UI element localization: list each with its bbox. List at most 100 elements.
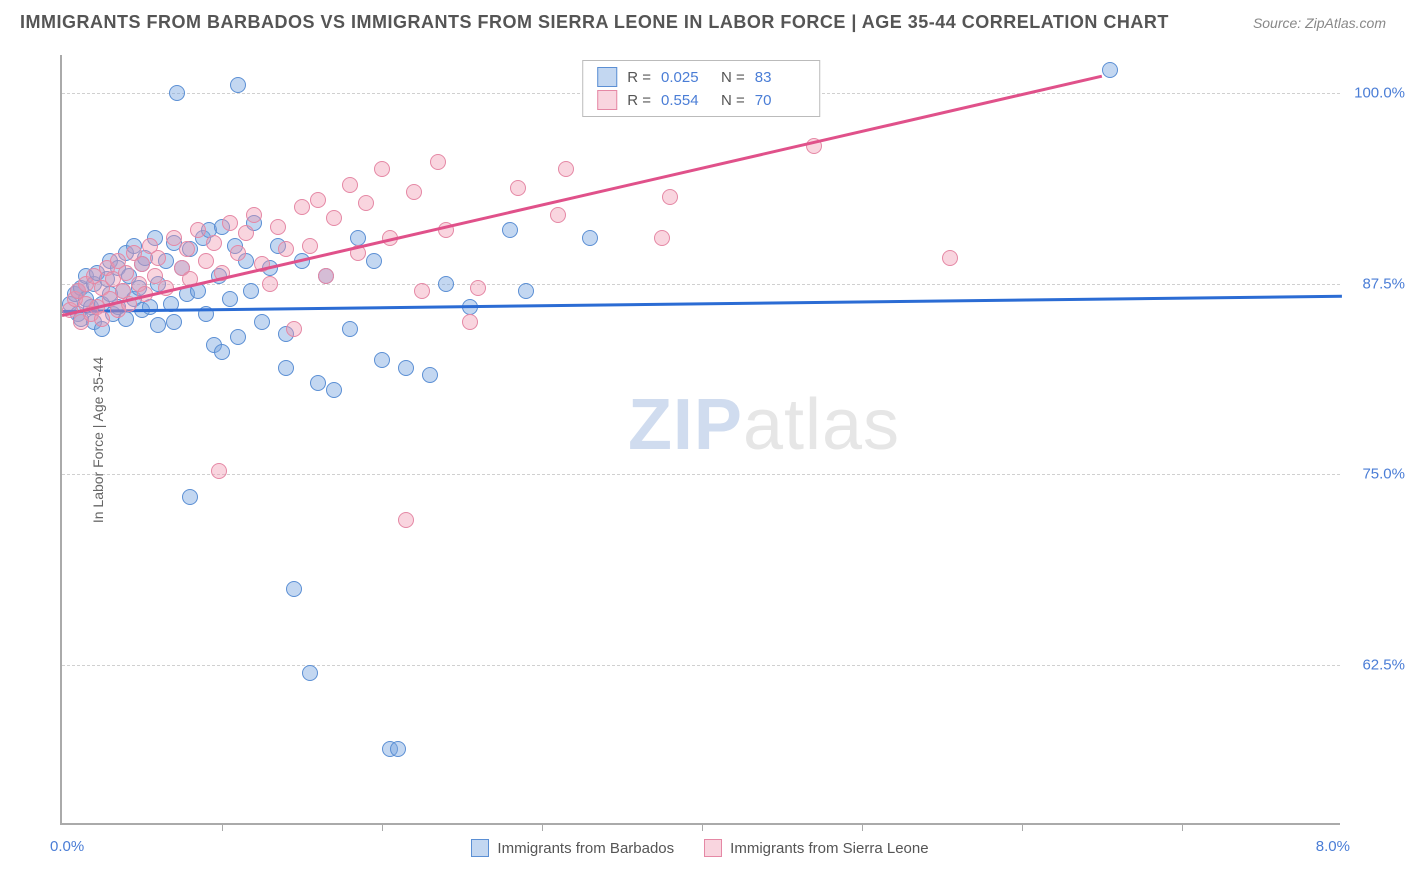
scatter-point [230,245,246,261]
legend-stat-row: R = 0.025 N = 83 [597,67,805,87]
scatter-point [150,317,166,333]
scatter-point [326,210,342,226]
scatter-point [294,199,310,215]
scatter-point [222,215,238,231]
scatter-point [462,314,478,330]
scatter-point [374,161,390,177]
x-tick [702,823,703,831]
x-tick [1182,823,1183,831]
scatter-point [262,276,278,292]
legend-series-name: Immigrants from Sierra Leone [730,840,928,857]
scatter-point [286,581,302,597]
scatter-point [1102,62,1118,78]
scatter-point [94,311,110,327]
scatter-point [169,85,185,101]
scatter-point [246,207,262,223]
r-value: 0.554 [661,92,711,109]
scatter-point [230,329,246,345]
scatter-point [230,77,246,93]
scatter-point [406,184,422,200]
n-value: 70 [755,92,805,109]
n-label: N = [721,92,745,109]
plot-area: R =0.025N =83R =0.554N =70 62.5%75.0%87.… [60,55,1340,825]
scatter-point [374,352,390,368]
r-value: 0.025 [661,69,711,86]
scatter-point [470,280,486,296]
scatter-point [342,321,358,337]
scatter-point [190,222,206,238]
scatter-point [206,235,222,251]
scatter-point [318,268,334,284]
scatter-point [358,195,374,211]
x-tick [542,823,543,831]
legend-series: Immigrants from Barbados Immigrants from … [60,839,1340,857]
y-tick-label: 100.0% [1345,85,1405,102]
scatter-point [278,241,294,257]
legend-swatch [471,839,489,857]
y-tick-label: 62.5% [1345,656,1405,673]
scatter-point [166,314,182,330]
scatter-point [550,207,566,223]
scatter-point [211,463,227,479]
chart-container: ZIPatlas R =0.025N =83R =0.554N =70 62.5… [60,55,1340,825]
scatter-point [310,375,326,391]
source-attribution: Source: ZipAtlas.com [1253,15,1386,31]
scatter-point [238,225,254,241]
x-tick [382,823,383,831]
scatter-point [310,192,326,208]
scatter-point [438,276,454,292]
x-tick [862,823,863,831]
scatter-point [662,189,678,205]
gridline [62,474,1340,475]
scatter-point [582,230,598,246]
gridline [62,665,1340,666]
legend-stat-row: R = 0.554 N = 70 [597,90,805,110]
legend-series-name: Immigrants from Barbados [497,840,674,857]
scatter-point [134,256,150,272]
x-tick [1022,823,1023,831]
scatter-point [179,241,195,257]
scatter-point [214,344,230,360]
scatter-point [326,382,342,398]
scatter-point [414,283,430,299]
y-tick-label: 87.5% [1345,275,1405,292]
scatter-point [398,360,414,376]
scatter-point [502,222,518,238]
scatter-point [254,314,270,330]
scatter-point [286,321,302,337]
scatter-point [278,360,294,376]
legend-stats: R = 0.025 N = 83 R = 0.554 N = 70 [582,60,820,117]
legend-series-item: Immigrants from Barbados [471,839,674,857]
scatter-point [270,219,286,235]
scatter-point [302,238,318,254]
n-value: 83 [755,69,805,86]
scatter-point [366,253,382,269]
scatter-point [150,250,166,266]
scatter-point [510,180,526,196]
scatter-point [182,489,198,505]
legend-swatch [597,67,617,87]
scatter-point [342,177,358,193]
n-label: N = [721,69,745,86]
scatter-point [398,512,414,528]
legend-series-item: Immigrants from Sierra Leone [704,839,928,857]
legend-swatch [597,90,617,110]
scatter-point [558,161,574,177]
scatter-point [422,367,438,383]
y-axis-title: In Labor Force | Age 35-44 [90,357,106,523]
scatter-point [518,283,534,299]
y-tick-label: 75.0% [1345,466,1405,483]
scatter-point [654,230,670,246]
r-label: R = [627,92,651,109]
scatter-point [222,291,238,307]
scatter-point [390,741,406,757]
legend-swatch [704,839,722,857]
scatter-point [942,250,958,266]
scatter-point [243,283,259,299]
r-label: R = [627,69,651,86]
scatter-point [430,154,446,170]
chart-title: IMMIGRANTS FROM BARBADOS VS IMMIGRANTS F… [20,12,1169,33]
x-tick [222,823,223,831]
scatter-point [302,665,318,681]
scatter-point [198,253,214,269]
